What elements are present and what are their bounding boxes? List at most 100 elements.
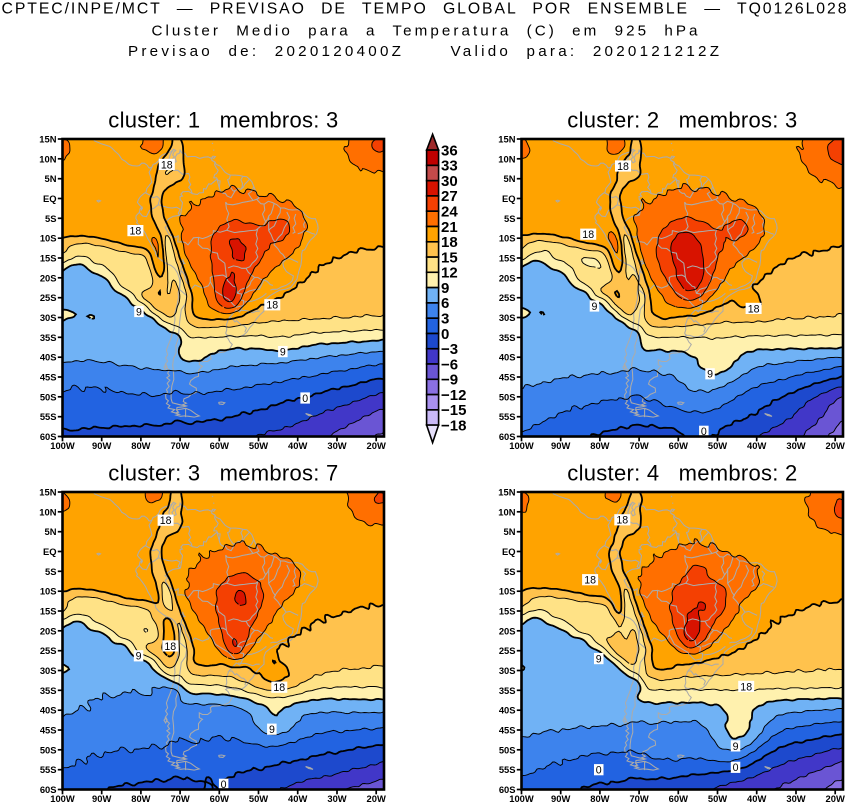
svg-text:50W: 50W [708,440,727,451]
svg-text:6: 6 [441,295,449,312]
svg-text:10N: 10N [39,153,56,164]
svg-text:30S: 30S [499,312,516,323]
svg-text:35S: 35S [499,685,516,696]
svg-text:EQ: EQ [43,193,57,204]
svg-text:20W: 20W [826,793,845,803]
svg-text:5N: 5N [504,173,516,184]
svg-text:9: 9 [441,280,449,297]
svg-text:−12: −12 [441,387,466,404]
svg-text:33: 33 [441,158,458,175]
svg-text:15N: 15N [39,487,56,498]
svg-text:EQ: EQ [43,546,57,557]
svg-text:40S: 40S [499,705,516,716]
svg-text:55S: 55S [499,411,516,422]
svg-text:20S: 20S [499,625,516,636]
svg-text:18: 18 [740,681,752,693]
svg-text:EQ: EQ [502,193,516,204]
svg-text:CPTEC/INPE/MCT — PREVISAO DE T: CPTEC/INPE/MCT — PREVISAO DE TEMPO GLOBA… [2,1,847,18]
svg-text:60W: 60W [669,440,688,451]
svg-text:0: 0 [221,779,227,791]
svg-text:−3: −3 [441,341,458,358]
svg-text:0: 0 [596,765,602,777]
svg-text:Cluster Medio para a Temperatu: Cluster Medio para a Temperatura (C) em … [152,23,699,40]
svg-text:18: 18 [584,575,596,587]
svg-text:10N: 10N [39,506,56,517]
svg-text:10S: 10S [499,586,516,597]
svg-text:60S: 60S [499,431,516,442]
svg-text:25S: 25S [499,645,516,656]
svg-text:0: 0 [441,326,449,343]
svg-text:30S: 30S [40,312,57,323]
svg-text:40W: 40W [747,440,766,451]
svg-text:45S: 45S [40,372,57,383]
svg-text:80W: 80W [590,793,609,803]
svg-text:24: 24 [441,204,458,221]
svg-text:80W: 80W [131,440,150,451]
svg-text:20S: 20S [40,625,57,636]
svg-text:30W: 30W [786,793,805,803]
svg-text:21: 21 [441,219,458,236]
svg-text:40S: 40S [499,352,516,363]
svg-text:60W: 60W [210,440,229,451]
svg-text:15S: 15S [499,606,516,617]
svg-text:50W: 50W [249,793,268,803]
svg-text:5S: 5S [45,213,56,224]
svg-text:15S: 15S [40,253,57,264]
svg-text:100W: 100W [50,793,75,803]
svg-text:15S: 15S [499,253,516,264]
svg-text:40S: 40S [40,705,57,716]
svg-text:0: 0 [733,762,739,774]
svg-text:18: 18 [164,641,176,653]
svg-text:50W: 50W [708,793,727,803]
svg-text:9: 9 [596,654,602,666]
svg-text:90W: 90W [92,440,111,451]
svg-text:18: 18 [266,300,278,312]
svg-text:18: 18 [617,161,629,173]
svg-text:70W: 70W [170,793,189,803]
svg-text:15N: 15N [498,487,515,498]
svg-text:60S: 60S [40,784,57,795]
svg-text:50S: 50S [499,744,516,755]
svg-text:60W: 60W [669,793,688,803]
svg-text:60S: 60S [499,784,516,795]
svg-text:−15: −15 [441,402,466,419]
svg-text:27: 27 [441,188,458,205]
svg-text:cluster: 4 membros: 2: cluster: 4 membros: 2 [567,460,797,485]
svg-text:9: 9 [591,301,597,313]
svg-text:18: 18 [616,515,628,527]
svg-text:45S: 45S [499,372,516,383]
svg-text:50S: 50S [40,391,57,402]
svg-text:−18: −18 [441,417,466,434]
svg-text:35S: 35S [40,685,57,696]
svg-text:45S: 45S [499,725,516,736]
svg-text:5S: 5S [504,213,515,224]
svg-text:25S: 25S [499,292,516,303]
svg-text:18: 18 [160,515,172,527]
svg-text:55S: 55S [499,764,516,775]
svg-text:9: 9 [269,724,275,736]
svg-text:15N: 15N [39,134,56,145]
svg-text:5N: 5N [45,173,57,184]
svg-text:10S: 10S [40,233,57,244]
svg-text:30W: 30W [327,440,346,451]
svg-text:9: 9 [280,347,286,359]
svg-text:cluster: 3 membros: 7: cluster: 3 membros: 7 [108,460,338,485]
svg-text:3: 3 [441,311,449,328]
svg-text:30W: 30W [786,440,805,451]
svg-text:9: 9 [136,651,142,663]
svg-text:80W: 80W [590,440,609,451]
svg-text:40W: 40W [288,793,307,803]
svg-text:10S: 10S [499,233,516,244]
svg-text:25S: 25S [40,292,57,303]
svg-text:70W: 70W [629,440,648,451]
svg-text:5N: 5N [45,526,57,537]
svg-text:30S: 30S [40,665,57,676]
svg-text:40S: 40S [40,352,57,363]
svg-text:18: 18 [161,159,173,171]
svg-text:10N: 10N [498,506,515,517]
svg-text:15S: 15S [40,606,57,617]
svg-text:18: 18 [273,682,285,694]
svg-text:100W: 100W [50,440,75,451]
svg-text:100W: 100W [509,440,534,451]
svg-text:0: 0 [701,426,707,438]
